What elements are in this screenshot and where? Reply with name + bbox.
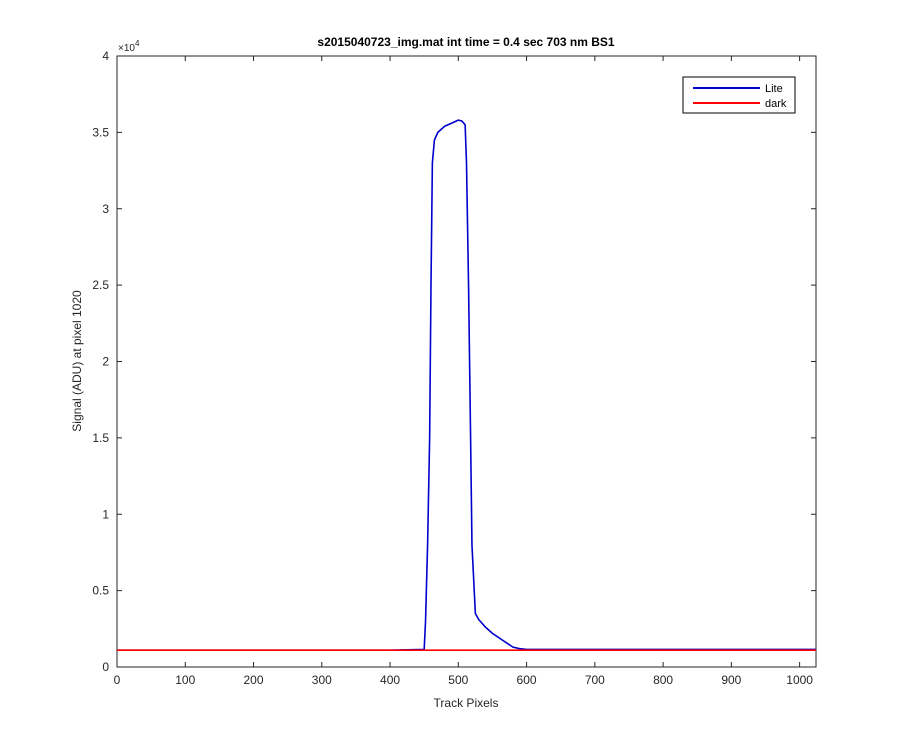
series-layer xyxy=(117,119,816,652)
y-tick-label: 2 xyxy=(102,355,109,369)
legend-box xyxy=(682,76,796,114)
plot-area: 0 100 200 300 400 500 600 700 800 900 1000 0 0.5 1 1.5… xyxy=(92,49,817,687)
y-tick-label: 3 xyxy=(102,202,109,216)
x-tick-label: 600 xyxy=(517,673,537,687)
y-tick-label: 1.5 xyxy=(92,431,109,445)
x-tick-label: 700 xyxy=(585,673,605,687)
legend-label-lite: Lite xyxy=(765,83,783,95)
y-axis-exponent-power: 4 xyxy=(135,39,140,48)
y-axis-label: Signal (ADU) at pixel 1020 xyxy=(70,290,84,432)
y-tick-label: 1 xyxy=(102,507,109,521)
x-tick-label: 200 xyxy=(244,673,264,687)
ticks-layer: 0 100 200 300 400 500 600 700 800 900 1000 0 0.5 1 1.5… xyxy=(92,49,816,687)
y-tick-label: 0 xyxy=(102,660,109,674)
legend-label-dark: dark xyxy=(765,98,787,110)
x-tick-label: 100 xyxy=(175,673,195,687)
x-tick-label: 500 xyxy=(448,673,468,687)
y-tick-label: 0.5 xyxy=(92,584,109,598)
x-axis-label: Track Pixels xyxy=(434,696,499,710)
x-tick-label: 300 xyxy=(312,673,332,687)
y-tick-label: 4 xyxy=(102,49,109,63)
x-tick-label: 1000 xyxy=(786,673,813,687)
x-tick-label: 400 xyxy=(380,673,400,687)
x-tick-label: 800 xyxy=(653,673,673,687)
series-line-lite xyxy=(117,119,816,652)
y-axis-exponent: ×10 4 xyxy=(118,39,140,54)
y-axis-exponent-base: ×10 xyxy=(118,43,135,54)
y-tick-label: 2.5 xyxy=(92,278,109,292)
x-tick-label: 0 xyxy=(114,673,121,687)
y-tick-label: 3.5 xyxy=(92,125,109,139)
chart-title: s2015040723_img.mat int time = 0.4 sec 7… xyxy=(317,35,615,49)
legend: Lite dark xyxy=(682,76,796,114)
x-tick-label: 900 xyxy=(721,673,741,687)
